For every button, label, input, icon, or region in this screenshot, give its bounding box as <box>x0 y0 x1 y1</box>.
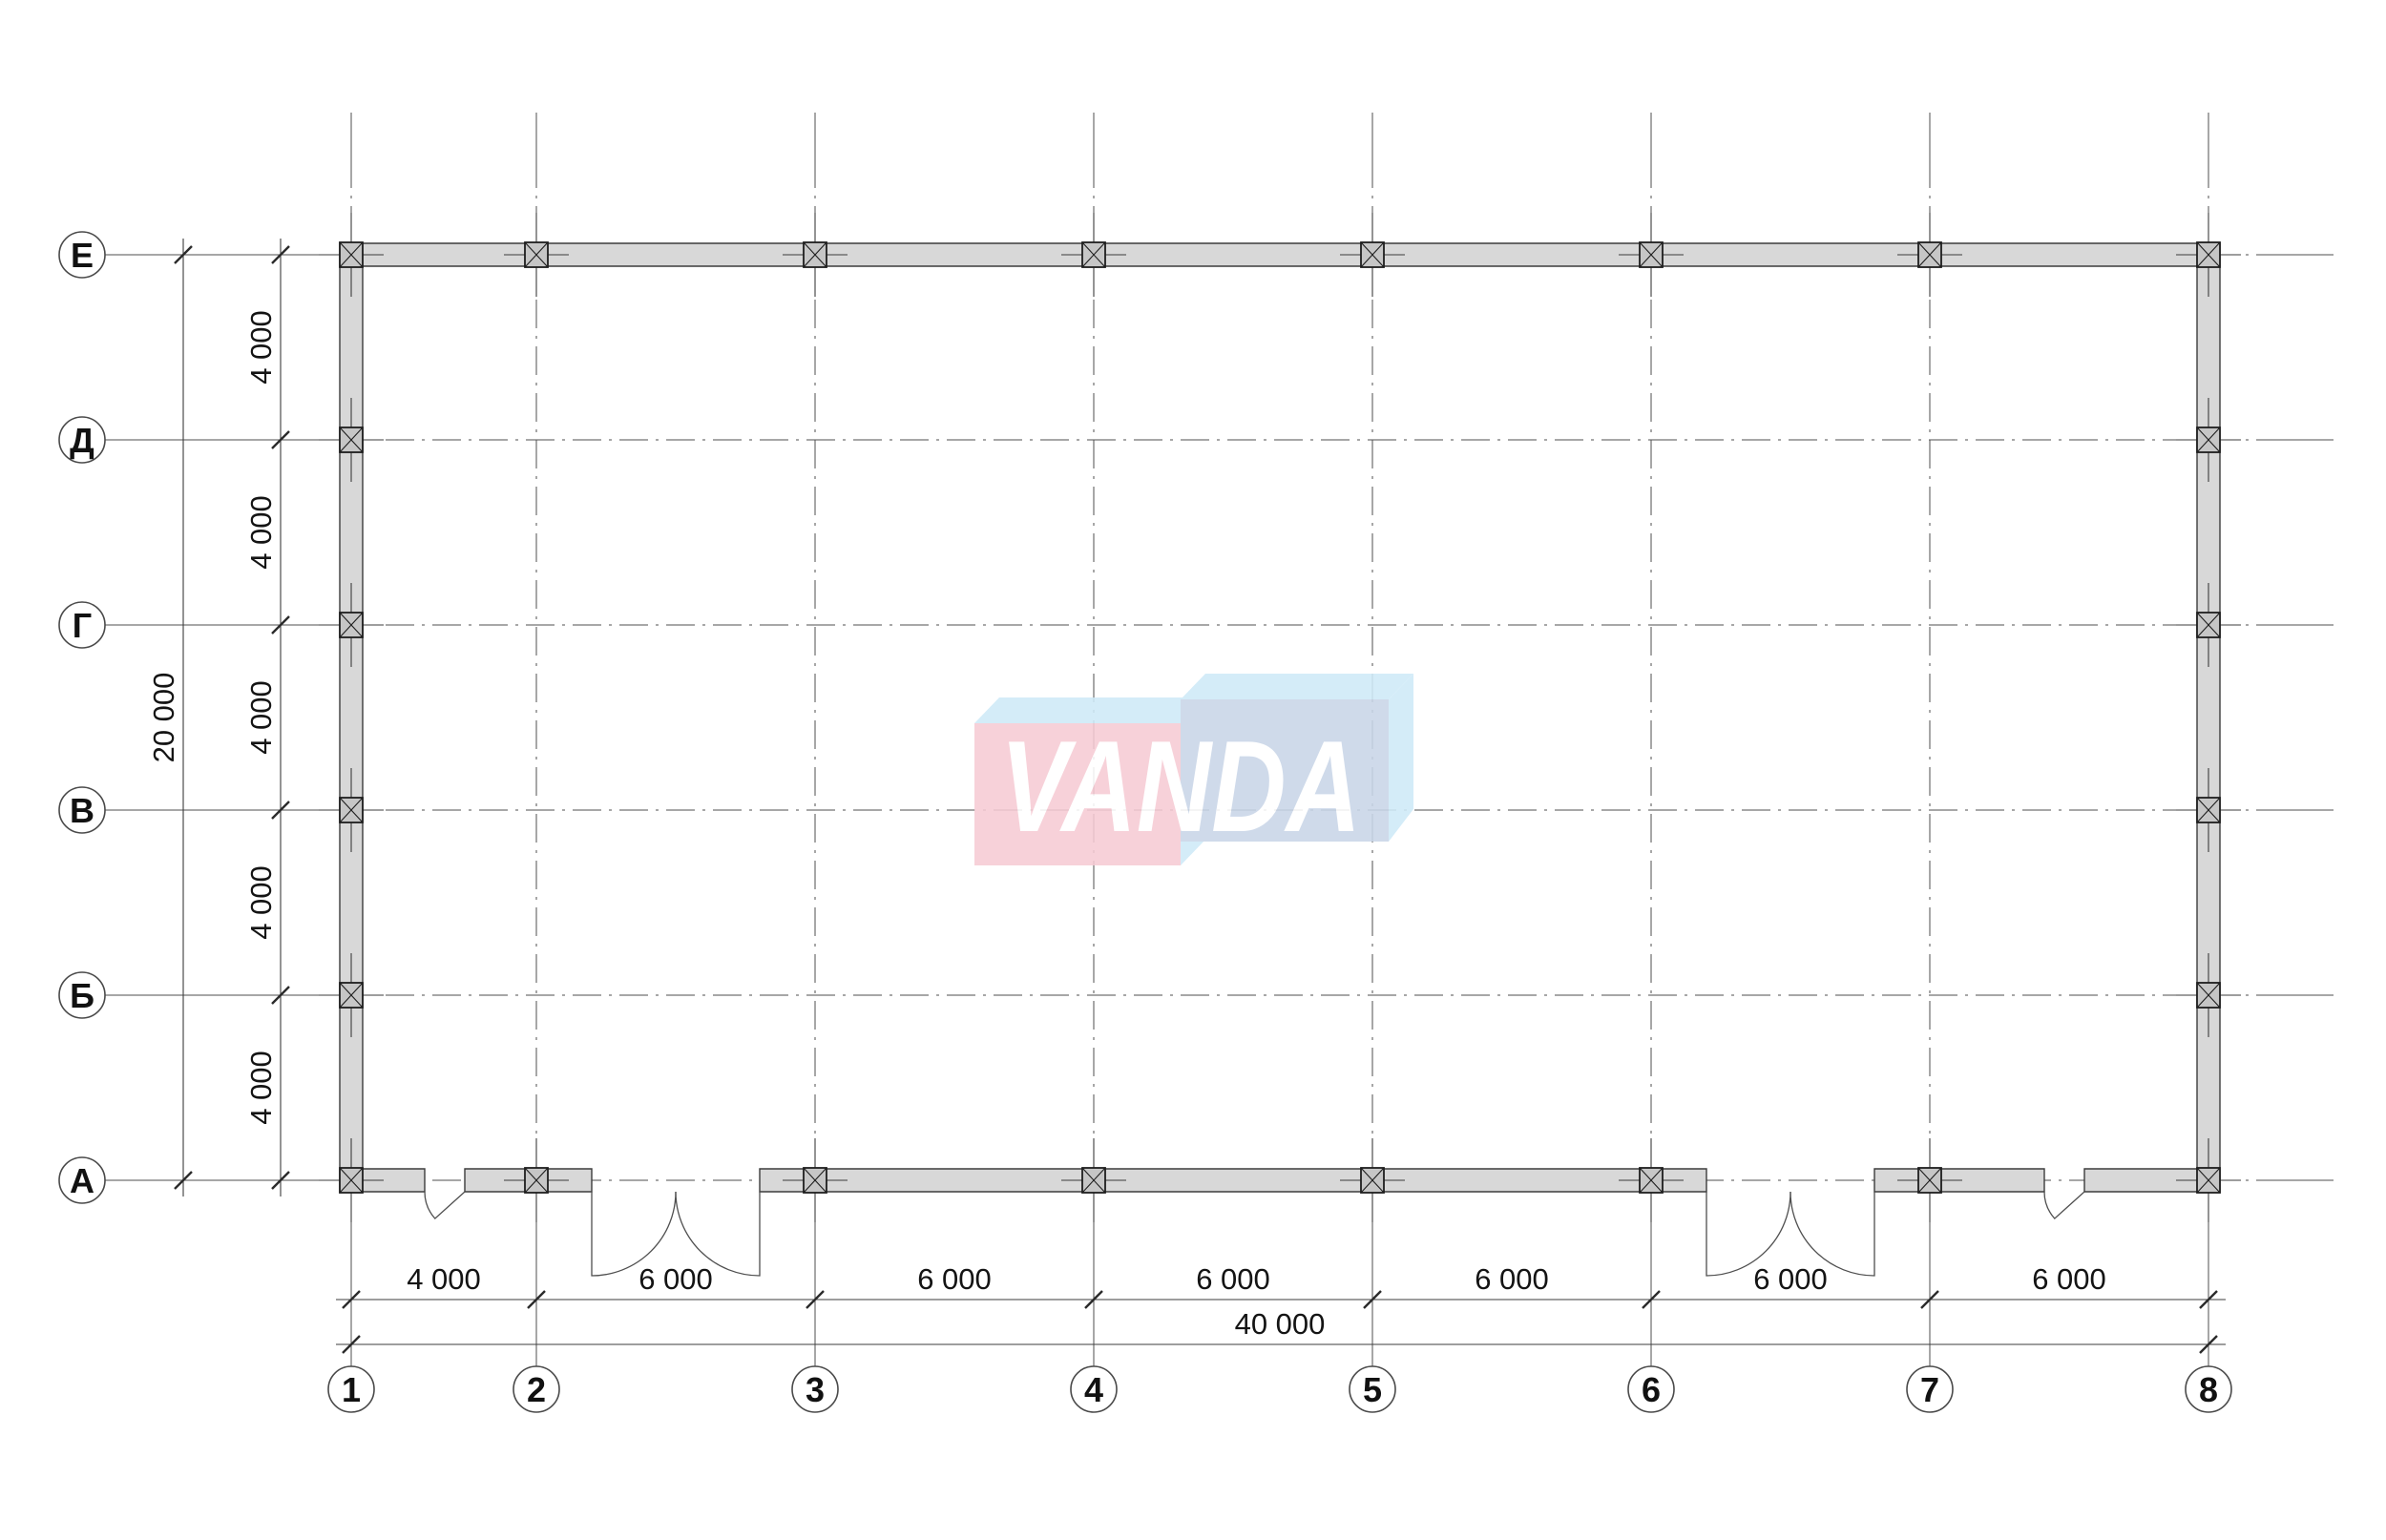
dimension-tick <box>174 245 193 264</box>
axis-bubble-number-label: 8 <box>2199 1370 2218 1409</box>
column-x-mark <box>1639 1167 1664 1194</box>
column-x-mark <box>339 797 364 823</box>
column-x-mark <box>1081 241 1106 268</box>
axis-bubble-number-label: 4 <box>1084 1370 1103 1409</box>
double-door-left-leaf <box>591 1191 677 1277</box>
watermark-blue-top-bevel <box>1181 674 1413 699</box>
dimension-tick <box>271 615 290 635</box>
axis-bubble-letter <box>58 1156 106 1204</box>
dimension-label-bottom: 4 000 <box>407 1262 481 1296</box>
axis-bubble-letter-label: Д <box>70 421 94 460</box>
dimension-tick <box>806 1290 825 1309</box>
axis-bubble-letter <box>58 601 106 649</box>
column-x-mark <box>2196 1167 2221 1194</box>
dimension-tick <box>271 1171 290 1190</box>
axis-bubble-number-label: 1 <box>342 1370 361 1409</box>
axis-bubble-number <box>1070 1365 1118 1413</box>
axis-bubble-number-label: 5 <box>1363 1370 1382 1409</box>
column-x-mark <box>2196 797 2221 823</box>
double-door-right-leaf <box>1790 1191 1875 1277</box>
dimension-label-bottom: 6 000 <box>638 1262 713 1296</box>
dimension-tick <box>2199 1335 2218 1354</box>
column-x-mark <box>524 241 549 268</box>
dimension-label-left: 4 000 <box>244 495 278 570</box>
dimension-label-bottom: 6 000 <box>1475 1262 1549 1296</box>
axis-bubble-number <box>1349 1365 1396 1413</box>
axis-bubble-number <box>513 1365 560 1413</box>
dimension-tick <box>271 801 290 820</box>
axis-bubble-number <box>1906 1365 1954 1413</box>
watermark-blue-slab <box>1181 699 1389 842</box>
column-x-mark <box>1639 241 1664 268</box>
column-x-mark <box>803 1167 827 1194</box>
column-x-mark <box>1360 241 1385 268</box>
column-x-mark <box>339 241 364 268</box>
dimension-label-left: 4 000 <box>244 680 278 755</box>
dimension-tick <box>342 1335 361 1354</box>
dimension-tick <box>1642 1290 1661 1309</box>
single-door-swing <box>424 1191 466 1220</box>
column-x-mark <box>339 982 364 1009</box>
double-door-right-leaf <box>675 1191 761 1277</box>
axis-bubble-number <box>1627 1365 1675 1413</box>
dimension-tick <box>174 1171 193 1190</box>
dimension-label-left-total: 20 000 <box>147 673 180 763</box>
column-x-mark <box>2196 612 2221 638</box>
dimension-label-left: 4 000 <box>244 1051 278 1125</box>
column-x-mark <box>2196 241 2221 268</box>
axis-bubble-letter-label: Г <box>73 606 92 645</box>
dimension-label-left: 4 000 <box>244 310 278 385</box>
column-x-mark <box>1360 1167 1385 1194</box>
axis-bubble-letter-label: В <box>70 791 94 830</box>
dimension-tick <box>2199 1290 2218 1309</box>
axis-bubble-number-label: 3 <box>806 1370 825 1409</box>
watermark-blue-side-bevel <box>1389 674 1413 842</box>
column-x-mark <box>339 612 364 638</box>
axis-bubble-letter <box>58 416 106 464</box>
watermark-pink-slab <box>974 723 1181 865</box>
double-door-left-leaf <box>1706 1191 1791 1277</box>
axis-bubble-letter <box>58 231 106 279</box>
axis-bubble-number <box>327 1365 375 1413</box>
column-x-mark <box>2196 982 2221 1009</box>
dimension-label-left: 4 000 <box>244 865 278 940</box>
dimension-tick <box>527 1290 546 1309</box>
axis-bubble-number <box>791 1365 839 1413</box>
dimension-tick <box>271 430 290 449</box>
dimension-label-bottom: 6 000 <box>2032 1262 2106 1296</box>
dimension-tick <box>1363 1290 1382 1309</box>
column-x-mark <box>339 1167 364 1194</box>
axis-bubble-number <box>2185 1365 2232 1413</box>
dimension-label-bottom: 6 000 <box>1753 1262 1828 1296</box>
axis-bubble-number-label: 6 <box>1642 1370 1661 1409</box>
column-x-mark <box>1081 1167 1106 1194</box>
axis-bubble-number-label: 7 <box>1920 1370 1939 1409</box>
dimension-label-bottom: 6 000 <box>1196 1262 1270 1296</box>
watermark-pink-top-bevel <box>974 697 1205 723</box>
column-x-mark <box>1917 241 1942 268</box>
single-door-swing <box>2043 1191 2085 1220</box>
watermark-text: VANDA <box>1000 714 1361 859</box>
dimension-tick <box>342 1290 361 1309</box>
axis-bubble-letter-label: Е <box>71 236 94 275</box>
dimension-tick <box>271 986 290 1005</box>
column-x-mark <box>2196 427 2221 453</box>
dimension-label-bottom-total: 40 000 <box>1235 1307 1326 1341</box>
axis-bubble-letter-label: Б <box>70 976 94 1015</box>
axis-bubble-letter <box>58 971 106 1019</box>
dimension-label-bottom: 6 000 <box>917 1262 992 1296</box>
dimension-tick <box>1084 1290 1103 1309</box>
dimension-tick <box>271 245 290 264</box>
vanda-watermark: VANDA <box>974 674 1413 865</box>
axis-bubble-letter-label: А <box>70 1161 94 1200</box>
dimension-tick <box>1920 1290 1939 1309</box>
column-x-mark <box>524 1167 549 1194</box>
column-x-mark <box>339 427 364 453</box>
axis-bubble-number-label: 2 <box>527 1370 546 1409</box>
column-x-mark <box>803 241 827 268</box>
axis-bubble-letter <box>58 786 106 834</box>
column-x-mark <box>1917 1167 1942 1194</box>
